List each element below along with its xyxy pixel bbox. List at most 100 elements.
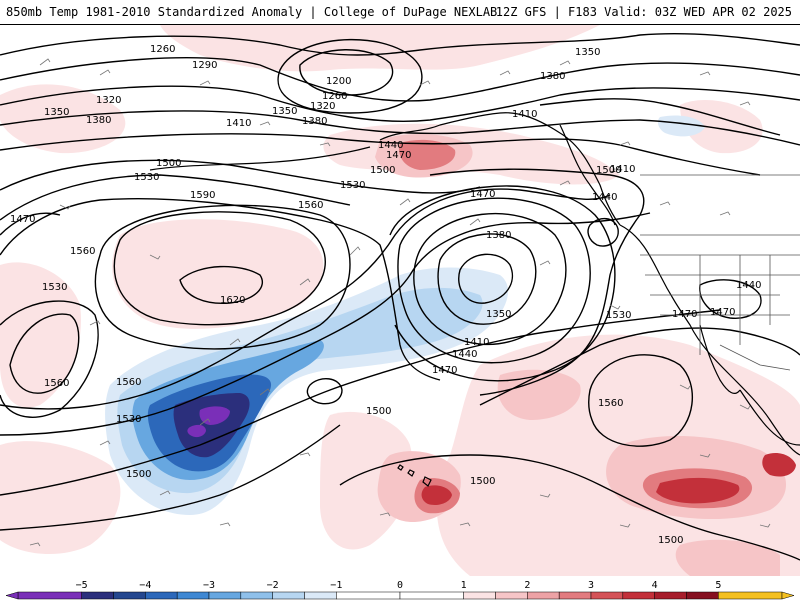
height-label: 1350 bbox=[272, 106, 297, 117]
contour-small-low-pac bbox=[306, 378, 343, 405]
colorbar-tick-label: 1 bbox=[461, 580, 467, 591]
height-label: 1350 bbox=[575, 47, 600, 58]
height-label: 1380 bbox=[86, 115, 111, 126]
contour-1470-band bbox=[0, 424, 341, 531]
colorbar-bin bbox=[336, 591, 401, 600]
colorbar-bin bbox=[399, 591, 464, 600]
height-label: 1440 bbox=[592, 192, 617, 203]
height-label: 1380 bbox=[540, 71, 565, 82]
anomaly-shading-cold-5 bbox=[173, 393, 250, 458]
height-label: 1410 bbox=[464, 337, 489, 348]
contour-gulf-low-5 bbox=[389, 185, 616, 382]
height-label: 1560 bbox=[298, 200, 323, 211]
mexico-coast bbox=[739, 389, 800, 446]
height-contours bbox=[0, 32, 800, 561]
height-label: 1440 bbox=[378, 140, 403, 151]
height-label: 1560 bbox=[116, 377, 141, 388]
colorbar-end-max bbox=[781, 591, 795, 600]
height-label: 1500 bbox=[156, 158, 181, 169]
height-label: 1410 bbox=[226, 118, 251, 129]
anomaly-shading-cold-6 bbox=[187, 406, 230, 438]
contour-west-1 bbox=[9, 313, 80, 394]
height-label: 1290 bbox=[192, 60, 217, 71]
contour-1530-east bbox=[479, 327, 800, 406]
height-label: 1560 bbox=[598, 398, 623, 409]
contour-low-2 bbox=[277, 38, 423, 114]
colorbar-tick-label: −4 bbox=[139, 580, 151, 591]
baja-peninsula bbox=[699, 324, 741, 394]
political-borders bbox=[640, 174, 800, 371]
colorbar-bin bbox=[208, 591, 242, 600]
contour-north-5 bbox=[0, 133, 761, 176]
colorbar-bin bbox=[81, 591, 114, 600]
height-label: 1200 bbox=[326, 76, 351, 87]
hawaii-2 bbox=[407, 469, 415, 477]
height-label: 1620 bbox=[220, 295, 245, 306]
bc-coast bbox=[559, 124, 616, 226]
contour-1560-band bbox=[0, 188, 611, 410]
colorbar-tick-label: 2 bbox=[524, 580, 530, 591]
height-label: 1560 bbox=[70, 246, 95, 257]
contour-high-3 bbox=[94, 204, 351, 350]
height-label: 1470 bbox=[710, 307, 735, 318]
coastlines bbox=[149, 112, 800, 487]
height-label: 1530 bbox=[134, 172, 159, 183]
height-label: 1500 bbox=[470, 476, 495, 487]
height-label: 1530 bbox=[340, 180, 365, 191]
colorbar-bin bbox=[463, 591, 496, 600]
colorbar-bin bbox=[622, 591, 655, 600]
hawaii-3 bbox=[422, 476, 432, 487]
contour-north-1 bbox=[0, 32, 800, 56]
height-label: 1320 bbox=[96, 95, 121, 106]
height-label: 1410 bbox=[610, 164, 635, 175]
colorbar-bin bbox=[495, 591, 528, 600]
alaska-coast bbox=[379, 112, 621, 226]
height-labels-extra: 1560 1530 bbox=[116, 377, 141, 425]
wind-barbs bbox=[29, 58, 771, 547]
contour-low-1 bbox=[299, 49, 394, 96]
contour-high-2 bbox=[179, 265, 263, 304]
contour-gulf-low-2 bbox=[437, 233, 537, 325]
height-label: 1440 bbox=[736, 280, 761, 291]
colorbar-tick-label: −1 bbox=[330, 580, 342, 591]
height-labels: 1260 1290 1200 1260 1320 1350 1320 1350 … bbox=[10, 44, 761, 546]
map-header: 850mb Temp 1981-2010 Standardized Anomal… bbox=[0, 0, 800, 25]
contour-north-3 bbox=[0, 85, 800, 122]
contour-1440-east bbox=[429, 168, 645, 396]
contour-west-2 bbox=[0, 300, 99, 418]
height-label: 1410 bbox=[512, 109, 537, 120]
contour-high-1 bbox=[113, 211, 326, 326]
height-label: 1530 bbox=[42, 282, 67, 293]
model-valid-time: 12Z GFS | F183 Valid: 03Z WED APR 02 202… bbox=[495, 5, 792, 19]
anomaly-map[interactable]: 1260 1290 1200 1260 1320 1350 1320 1350 … bbox=[0, 25, 800, 576]
height-label: 1470 bbox=[386, 150, 411, 161]
height-label: 1380 bbox=[486, 230, 511, 241]
height-label: 1470 bbox=[432, 365, 457, 376]
colorbar-bins bbox=[5, 591, 795, 600]
north-america-west-coast bbox=[619, 224, 800, 456]
colorbar-bin bbox=[590, 591, 624, 600]
colorbar-bin bbox=[558, 591, 592, 600]
colorbar-tick-label: 4 bbox=[652, 580, 658, 591]
height-label: 1530 bbox=[606, 310, 631, 321]
colorbar-bin bbox=[145, 591, 178, 600]
colorbar-tick-labels: −5 −4 −3 −2 −1 0 1 2 3 4 5 bbox=[76, 580, 722, 591]
height-label: 1260 bbox=[150, 44, 175, 55]
colorbar-tick-label: 0 bbox=[397, 580, 403, 591]
contour-pac-high bbox=[587, 354, 694, 447]
contour-mid-2 bbox=[0, 174, 351, 221]
height-label: 1260 bbox=[322, 91, 347, 102]
height-label: 1350 bbox=[486, 309, 511, 320]
colorbar-bin bbox=[176, 591, 210, 600]
contour-low-ne bbox=[587, 218, 619, 247]
colorbar-tick-label: −2 bbox=[267, 580, 279, 591]
height-label: 1500 bbox=[596, 165, 621, 176]
contour-mid-1 bbox=[0, 159, 481, 194]
colorbar-tick-label: −3 bbox=[203, 580, 215, 591]
contour-gulf-low-3 bbox=[413, 212, 567, 345]
contour-mid-3 bbox=[0, 198, 441, 381]
height-label: 1470 bbox=[10, 214, 35, 225]
colorbar-bin bbox=[272, 591, 305, 600]
colorbar-bin bbox=[304, 591, 337, 600]
contour-1500-south bbox=[339, 454, 800, 561]
